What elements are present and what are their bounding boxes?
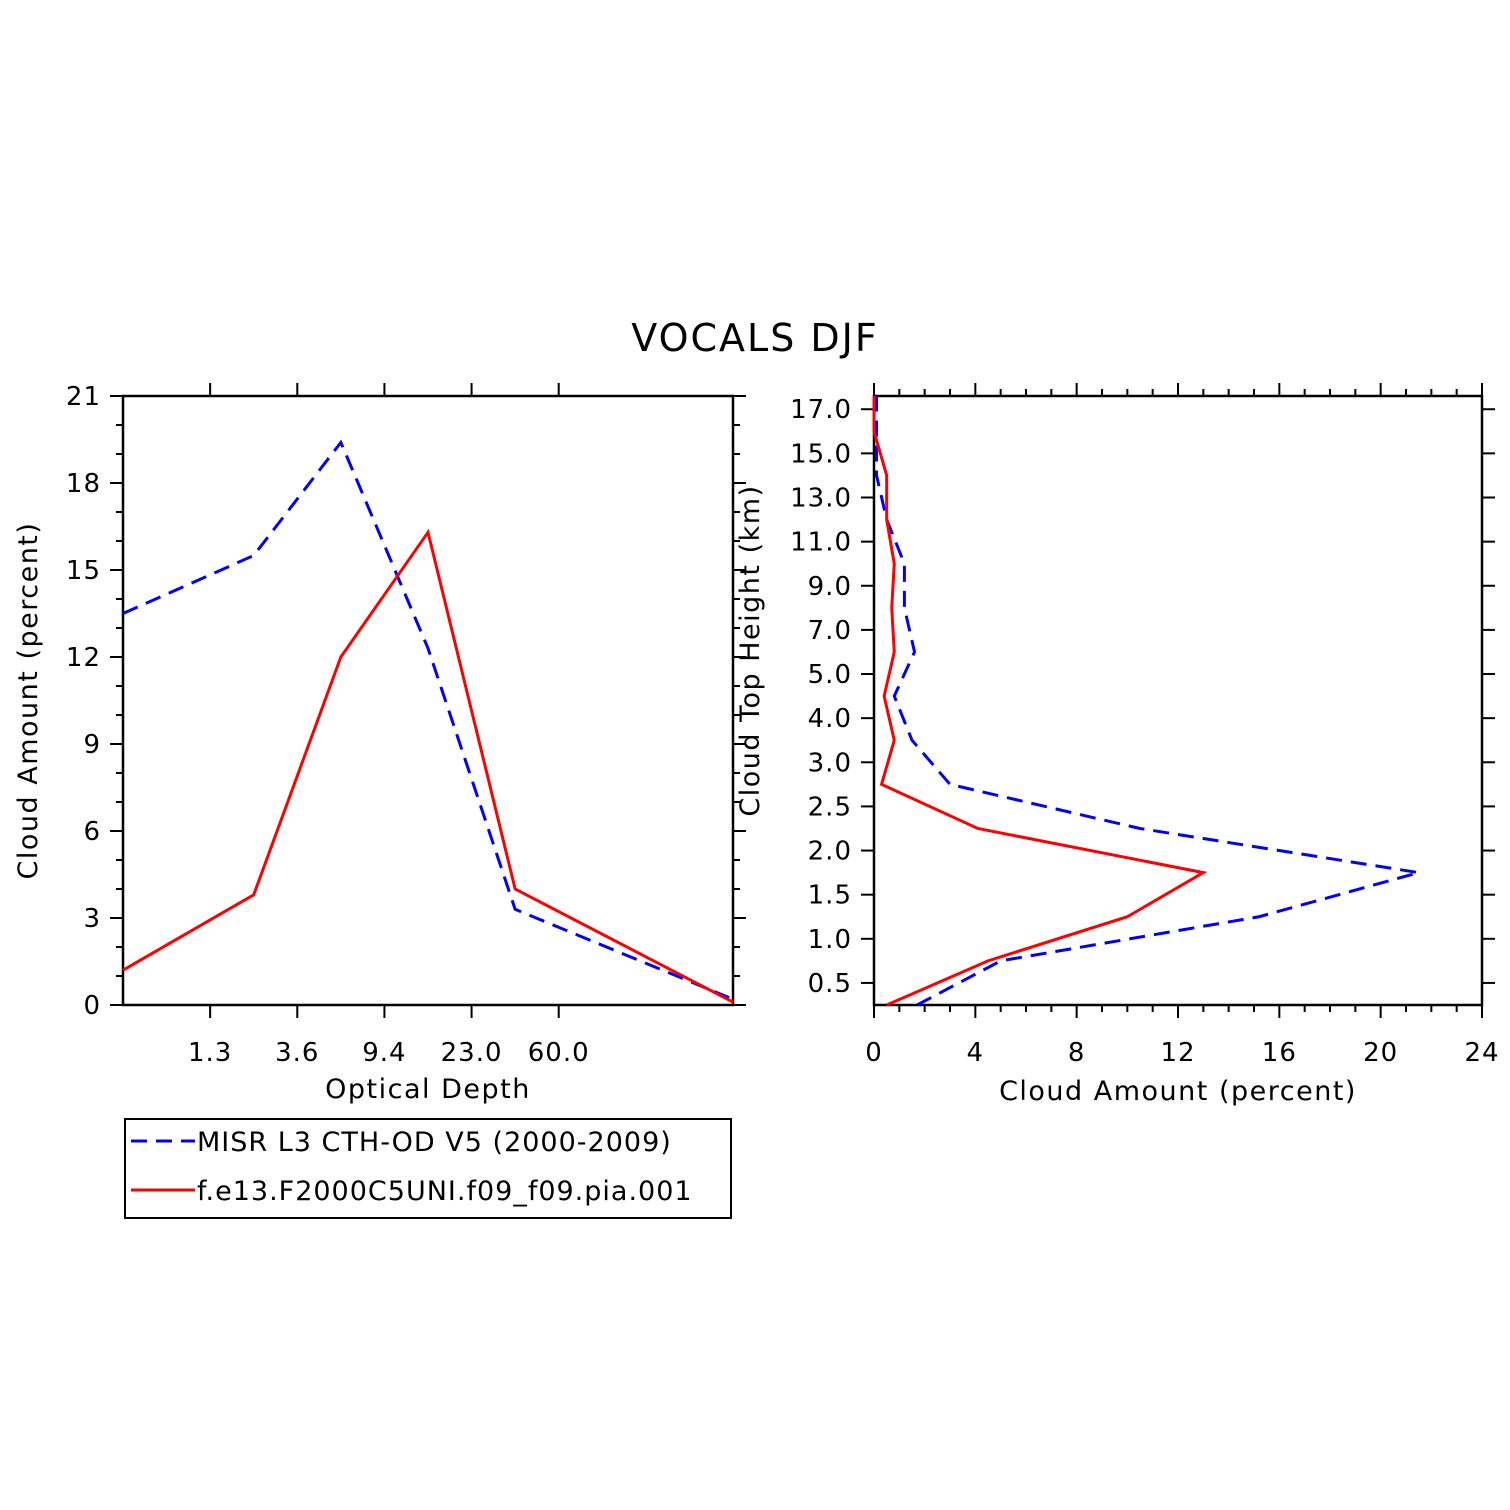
cloud-top-height-panel: 0 4 8 12 16 20 24 0.5 1.0 1.5 2.0 2.5 3.0 4.0 5.0 7.0 9.… <box>735 383 1499 1107</box>
left-y-tick-label: 3 <box>83 904 101 934</box>
left-obs-line <box>122 439 734 1001</box>
right-y-tick-label: 1.5 <box>808 881 852 911</box>
left-y-tick-label: 18 <box>66 469 101 499</box>
optical-depth-panel: 0 3 6 9 12 15 18 21 1.3 3.6 9.4 23.0 60.0 Optical Dep… <box>13 382 746 1105</box>
right-y-tick-label: 7.0 <box>808 616 852 646</box>
legend: MISR L3 CTH-OD V5 (2000-2009) f.e13.F2000… <box>124 1118 732 1219</box>
right-x-axis-title: Cloud Amount (percent) <box>999 1076 1357 1107</box>
right-x-tick-label: 8 <box>1068 1038 1086 1068</box>
right-y-tick-label: 11.0 <box>790 528 852 558</box>
right-y-tick-label: 2.5 <box>808 792 852 822</box>
left-y-tick-label: 12 <box>66 643 101 673</box>
right-x-tick-label: 4 <box>967 1038 985 1068</box>
right-y-tick-label: 17.0 <box>790 395 852 425</box>
right-x-tick-label: 24 <box>1464 1038 1499 1068</box>
left-y-tick-label: 9 <box>83 730 101 760</box>
left-x-tick-label: 23.0 <box>441 1038 503 1068</box>
right-x-tick-label: 16 <box>1262 1038 1297 1068</box>
right-x-tick-label: 20 <box>1363 1038 1398 1068</box>
legend-label: MISR L3 CTH-OD V5 (2000-2009) <box>197 1127 672 1158</box>
left-x-tick-label: 3.6 <box>275 1038 319 1068</box>
left-y-axis-title: Cloud Amount (percent) <box>13 522 44 880</box>
left-x-tick-label: 60.0 <box>528 1038 590 1068</box>
left-y-tick-label: 15 <box>66 556 101 586</box>
right-y-tick-label: 15.0 <box>790 439 852 469</box>
right-x-tick-label: 0 <box>865 1038 883 1068</box>
legend-label: f.e13.F2000C5UNI.f09_f09.pia.001 <box>197 1176 693 1207</box>
right-y-tick-label: 3.0 <box>808 748 852 778</box>
left-y-tick-label: 6 <box>83 817 101 847</box>
right-y-tick-label: 13.0 <box>790 484 852 514</box>
right-y-axis-title: Cloud Top Height (km) <box>735 484 766 816</box>
right-y-tick-label: 2.0 <box>808 837 852 867</box>
left-plot-frame <box>121 394 735 1007</box>
left-y-tick-label: 21 <box>66 382 101 412</box>
left-y-tick-label: 0 <box>83 991 101 1021</box>
left-x-axis-title: Optical Depth <box>325 1074 531 1105</box>
right-y-tick-label: 9.0 <box>808 572 852 602</box>
right-y-tick-label: 0.5 <box>808 969 852 999</box>
right-y-tick-label: 1.0 <box>808 925 852 955</box>
right-obs-line <box>875 396 1420 1007</box>
right-y-tick-label: 4.0 <box>808 704 852 734</box>
right-plot-frame <box>872 394 1484 1007</box>
right-x-tick-label: 12 <box>1160 1038 1195 1068</box>
chart-title: VOCALS DJF <box>631 316 878 360</box>
right-model-line <box>872 396 1208 1007</box>
legend-box <box>124 1118 732 1219</box>
left-x-tick-label: 1.3 <box>188 1038 232 1068</box>
right-y-tick-label: 5.0 <box>808 660 852 690</box>
left-x-tick-label: 9.4 <box>362 1038 406 1068</box>
left-model-line <box>122 528 734 1004</box>
